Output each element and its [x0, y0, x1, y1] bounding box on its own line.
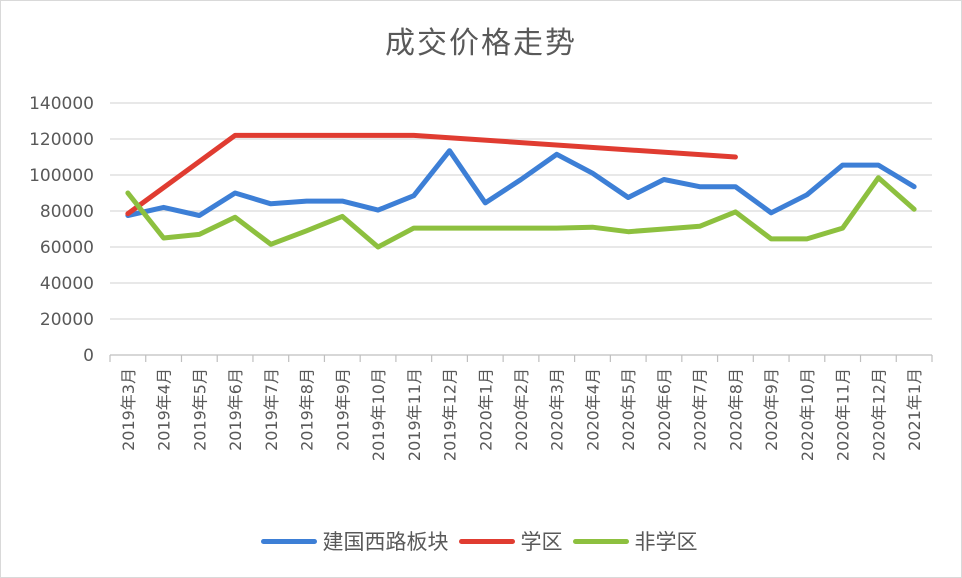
x-tick-label: 2019年8月 [298, 368, 317, 451]
x-tick-label: 2019年3月 [119, 368, 138, 451]
legend-label: 非学区 [634, 530, 698, 554]
x-tick-label: 2020年10月 [798, 368, 817, 461]
y-tick-label: 60000 [40, 238, 94, 258]
x-tick-label: 2019年9月 [333, 368, 352, 451]
y-tick-label: 40000 [40, 274, 94, 294]
x-tick-label: 2020年7月 [691, 368, 710, 451]
legend-label: 建国西路板块 [322, 530, 449, 554]
gridlines [110, 102, 932, 320]
x-tick-label: 2019年12月 [441, 368, 460, 461]
x-tick-label: 2020年3月 [548, 368, 567, 451]
x-tick-label: 2019年4月 [155, 368, 174, 451]
x-tick-label: 2020年5月 [619, 368, 638, 451]
x-tick-label: 2019年11月 [405, 368, 424, 461]
x-tick-label: 2020年1月 [476, 368, 495, 451]
legend-label: 学区 [520, 530, 563, 554]
x-tick-label: 2020年6月 [655, 368, 674, 451]
y-tick-label: 140000 [29, 94, 94, 114]
x-tick-label: 2020年8月 [726, 368, 745, 451]
y-tick-label: 0 [83, 346, 94, 366]
x-tick-label: 2019年7月 [262, 368, 281, 451]
x-tick-label: 2020年11月 [834, 368, 853, 461]
legend: 建国西路板块 学区 非学区 [0, 526, 962, 556]
legend-item-non-school-district: 非学区 [572, 526, 698, 556]
series-line [125, 148, 917, 218]
x-tick-label: 2021年1月 [905, 368, 924, 451]
x-tick-label: 2020年2月 [512, 368, 531, 451]
y-axis: 0 20000 40000 60000 80000 100000 120000 140000 [29, 94, 94, 366]
y-tick-label: 80000 [40, 202, 94, 222]
legend-item-jianguoxilu: 建国西路板块 [260, 526, 449, 556]
series-lines [125, 132, 917, 250]
series-line [125, 132, 738, 217]
x-tick-label: 2019年5月 [190, 368, 209, 451]
y-tick-label: 100000 [29, 166, 94, 186]
y-tick-label: 120000 [29, 130, 94, 150]
x-axis: 2019年3月 2019年4月 2019年5月 2019年6月 2019年7月 2019年… [109, 354, 933, 461]
series-line [125, 175, 917, 250]
x-tick-label: 2019年6月 [226, 368, 245, 451]
legend-swatch-green [572, 538, 629, 544]
legend-item-school-district: 学区 [458, 526, 563, 556]
x-tick-label: 2020年4月 [583, 368, 602, 451]
legend-swatch-blue [260, 538, 317, 544]
legend-swatch-red [458, 538, 515, 544]
x-tick-label: 2020年12月 [869, 368, 888, 461]
y-tick-label: 20000 [40, 310, 94, 330]
chart-title: 成交价格走势 [385, 26, 577, 61]
x-tick-label: 2020年9月 [762, 368, 781, 451]
x-tick-label: 2019年10月 [369, 368, 388, 461]
